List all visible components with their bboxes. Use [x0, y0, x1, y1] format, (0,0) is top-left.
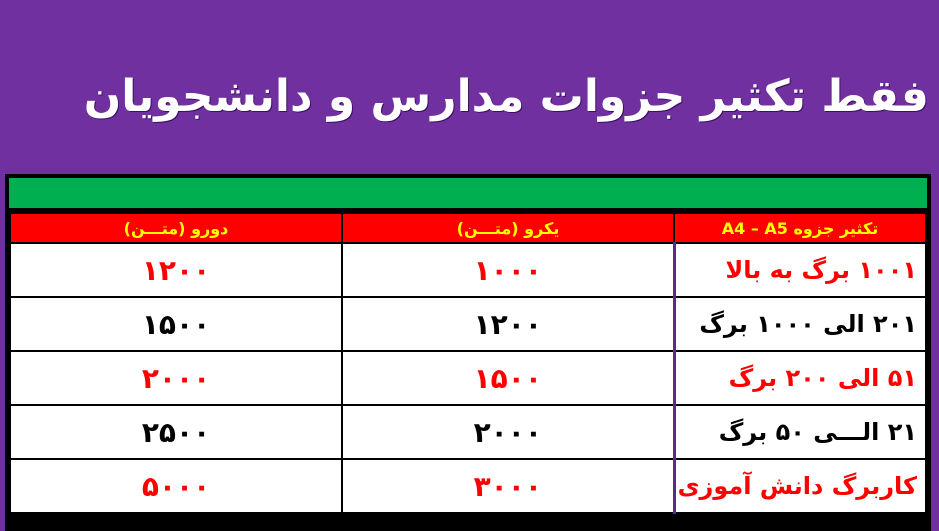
single-sided-price: ۱۵۰۰: [341, 350, 675, 406]
price-grid: تکثیر جزوه A4 – A5 یکرو (متـــن) دورو (م…: [9, 212, 927, 514]
row-label: ۲۱ الـــی ۵۰ برگ: [672, 404, 927, 460]
table-row: ۵۱ الی ۲۰۰ برگ ۱۵۰۰ ۲۰۰۰: [9, 350, 927, 406]
double-sided-price: ۵۰۰۰: [9, 458, 343, 514]
row-label: ۲۰۱ الی ۱۰۰۰ برگ: [672, 296, 927, 352]
single-sided-price: ۲۰۰۰: [341, 404, 675, 460]
row-label: ۵۱ الی ۲۰۰ برگ: [672, 350, 927, 406]
single-sided-price: ۱۰۰۰: [341, 242, 675, 298]
table-row: ۲۱ الـــی ۵۰ برگ ۲۰۰۰ ۲۵۰۰: [9, 404, 927, 460]
price-table: تکثیر جزوه A4 – A5 یکرو (متـــن) دورو (م…: [5, 174, 931, 531]
table-row: کاربرگ دانش آموزی ۳۰۰۰ ۵۰۰۰: [9, 458, 927, 514]
row-label: کاربرگ دانش آموزی: [672, 458, 927, 514]
row-label: ۱۰۰۱ برگ به بالا: [672, 242, 927, 298]
page-title: فقط تکثیر جزوات مدارس و دانشجویان: [83, 71, 929, 122]
header-single-sided: یکرو (متـــن): [341, 212, 675, 244]
double-sided-price: ۲۰۰۰: [9, 350, 343, 406]
table-row: ۱۰۰۱ برگ به بالا ۱۰۰۰ ۱۲۰۰: [9, 242, 927, 298]
header-double-sided: دورو (متـــن): [9, 212, 343, 244]
green-header-bar: [9, 178, 927, 208]
table-row: ۲۰۱ الی ۱۰۰۰ برگ ۱۲۰۰ ۱۵۰۰: [9, 296, 927, 352]
single-sided-price: ۱۲۰۰: [341, 296, 675, 352]
double-sided-price: ۱۵۰۰: [9, 296, 343, 352]
double-sided-price: ۲۵۰۰: [9, 404, 343, 460]
double-sided-price: ۱۲۰۰: [9, 242, 343, 298]
header-booklet-size: تکثیر جزوه A4 – A5: [673, 212, 927, 244]
single-sided-price: ۳۰۰۰: [341, 458, 675, 514]
header-row: تکثیر جزوه A4 – A5 یکرو (متـــن) دورو (م…: [9, 212, 927, 244]
